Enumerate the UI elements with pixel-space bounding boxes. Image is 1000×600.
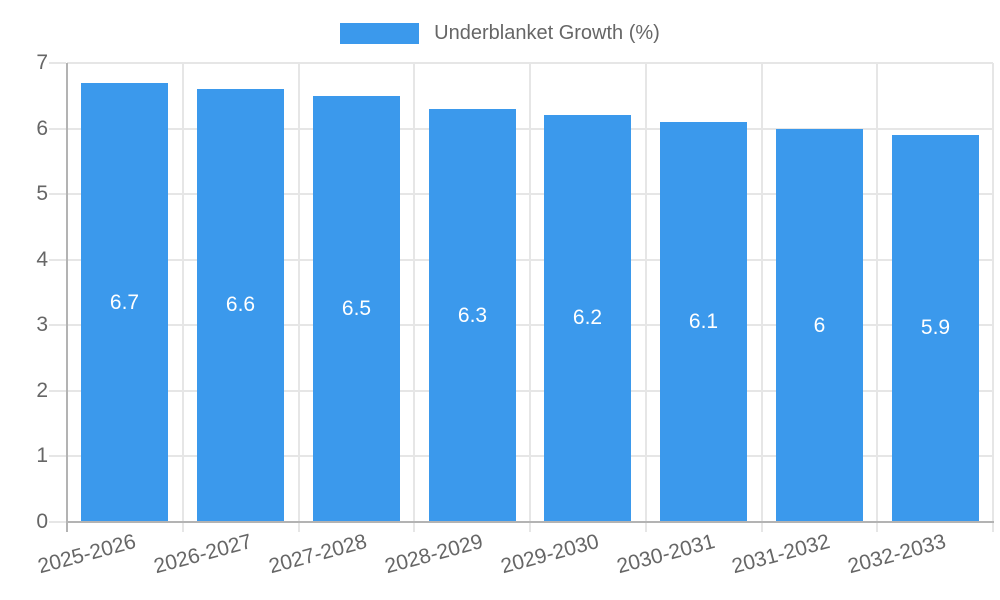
x-axis-tick — [413, 522, 415, 532]
y-axis-tick — [49, 324, 66, 326]
y-axis-tick — [49, 193, 66, 195]
bar[interactable] — [429, 109, 516, 521]
x-axis-tick — [182, 522, 184, 532]
x-axis-tick — [761, 522, 763, 532]
bar[interactable] — [313, 96, 400, 521]
x-tick-label: 2032-2033 — [844, 530, 948, 579]
y-tick-label: 7 — [36, 51, 48, 74]
gridline-vertical — [645, 63, 647, 522]
bar[interactable] — [544, 115, 631, 521]
x-tick-label: 2031-2032 — [728, 530, 832, 579]
x-tick-label: 2030-2031 — [613, 530, 717, 579]
y-tick-label: 5 — [36, 182, 48, 205]
x-axis-tick — [529, 522, 531, 532]
x-tick-label: 2027-2028 — [265, 530, 369, 579]
y-tick-label: 6 — [36, 117, 48, 140]
gridline-vertical — [876, 63, 878, 522]
y-axis-tick — [49, 128, 66, 130]
chart-legend: Underblanket Growth (%) — [0, 18, 1000, 48]
gridline-vertical — [182, 63, 184, 522]
x-tick-label: 2026-2027 — [150, 530, 254, 579]
x-axis-tick — [992, 522, 994, 532]
gridline-vertical — [761, 63, 763, 522]
y-tick-label: 3 — [36, 313, 48, 336]
y-tick-label: 2 — [36, 379, 48, 402]
x-axis-tick — [876, 522, 878, 532]
x-axis-tick — [645, 522, 647, 532]
x-axis-line — [66, 521, 994, 523]
y-axis-tick — [49, 62, 66, 64]
gridline-vertical — [992, 63, 994, 522]
y-axis-tick — [49, 259, 66, 261]
gridline-vertical — [298, 63, 300, 522]
y-axis-tick — [49, 455, 66, 457]
gridline-vertical — [413, 63, 415, 522]
x-tick-label: 2028-2029 — [381, 530, 485, 579]
y-axis-line — [66, 63, 68, 532]
y-axis-tick — [49, 390, 66, 392]
legend-item-underblanket-growth[interactable]: Underblanket Growth (%) — [340, 22, 660, 45]
bar[interactable] — [892, 135, 979, 521]
y-tick-label: 1 — [36, 444, 48, 467]
x-tick-label: 2029-2030 — [497, 530, 601, 579]
x-axis-tick — [298, 522, 300, 532]
bar[interactable] — [660, 122, 747, 521]
legend-label: Underblanket Growth (%) — [434, 21, 660, 44]
y-tick-label: 0 — [36, 510, 48, 533]
y-tick-label: 4 — [36, 248, 48, 271]
legend-swatch — [340, 22, 420, 44]
bar[interactable] — [81, 83, 168, 521]
x-tick-label: 2025-2026 — [34, 530, 138, 579]
bar[interactable] — [776, 129, 863, 521]
gridline-vertical — [529, 63, 531, 522]
y-axis-tick — [49, 521, 66, 523]
bar[interactable] — [197, 89, 284, 521]
